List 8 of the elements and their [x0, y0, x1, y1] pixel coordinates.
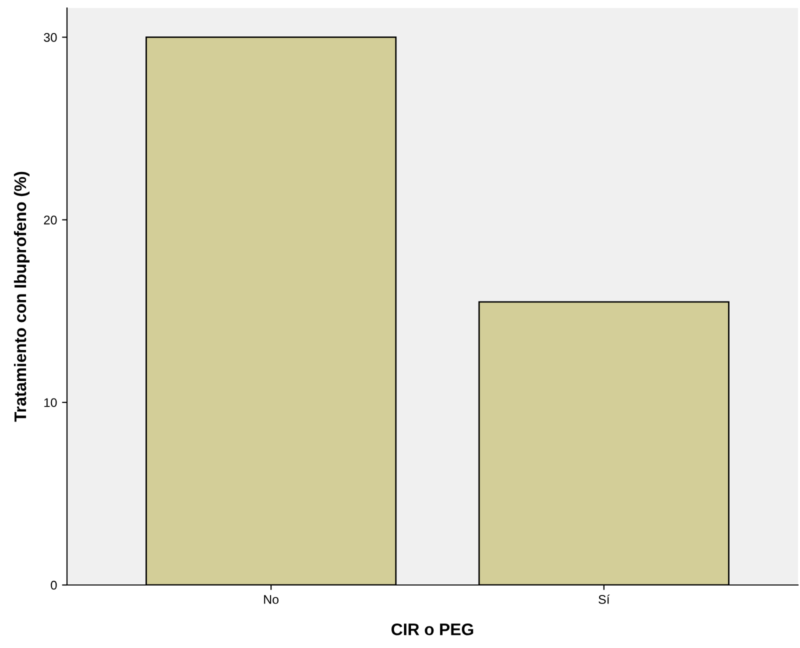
- y-tick-label: 30: [44, 33, 57, 42]
- y-tick-label: 0: [50, 580, 57, 590]
- y-tick-label: 20: [44, 216, 57, 224]
- x-axis-title: CIR o PEG: [392, 623, 474, 636]
- y-tick-label: 10: [44, 398, 57, 408]
- y-axis-title: Tratamiento con Ibuprofeno (%): [14, 172, 30, 422]
- x-tick-label: Sí: [598, 594, 610, 604]
- x-tick-label: No: [264, 595, 279, 604]
